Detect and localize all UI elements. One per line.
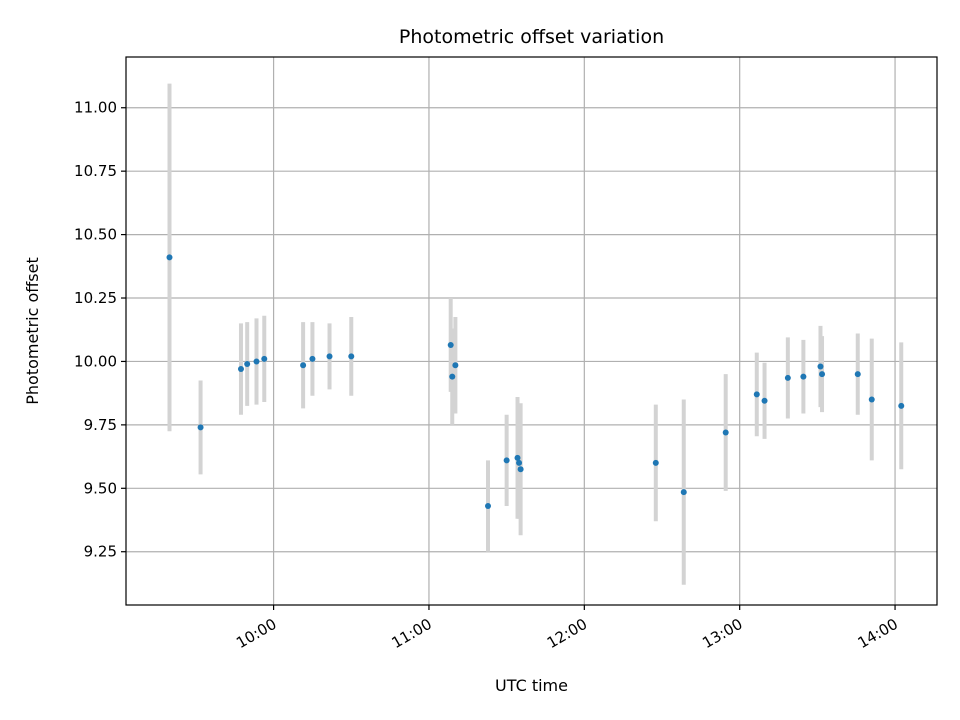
data-point [484, 503, 491, 510]
data-point [326, 353, 333, 360]
data-point [753, 391, 760, 398]
data-point [819, 371, 826, 378]
data-point [652, 459, 659, 466]
y-tick-label: 10.75 [74, 162, 117, 180]
y-tick-label: 9.50 [84, 479, 117, 497]
y-tick-label: 9.75 [84, 416, 117, 434]
data-point [447, 341, 454, 348]
data-point [503, 457, 510, 464]
data-point [800, 373, 807, 380]
data-point [253, 358, 260, 365]
data-point [517, 466, 524, 473]
data-point [761, 397, 768, 404]
data-point [452, 362, 459, 369]
data-point [166, 254, 173, 261]
x-axis-label: UTC time [495, 676, 568, 695]
y-tick-label: 10.50 [74, 226, 117, 244]
data-point [514, 454, 521, 461]
data-points [166, 254, 905, 510]
data-point [309, 355, 316, 362]
y-tick-label: 11.00 [74, 99, 117, 117]
y-tick-label: 10.00 [74, 352, 117, 370]
chart-title: Photometric offset variation [399, 26, 664, 48]
y-axis-label: Photometric offset [23, 257, 42, 405]
data-point [244, 360, 251, 367]
data-point [868, 396, 875, 403]
y-tick-label: 10.25 [74, 289, 117, 307]
data-point [854, 371, 861, 378]
data-point [261, 355, 268, 362]
data-point [817, 363, 824, 370]
data-point [784, 374, 791, 381]
data-point [300, 362, 307, 369]
data-point [449, 373, 456, 380]
y-tick-label: 9.25 [84, 543, 117, 561]
y-axis-ticks: 9.25 9.50 9.75 10.00 10.25 10.50 10.75 11.00 [74, 99, 126, 561]
grid [126, 57, 937, 605]
data-point [722, 429, 729, 436]
data-point [898, 402, 905, 409]
plot-frame [125, 56, 938, 606]
data-point [348, 353, 355, 360]
data-point [680, 489, 687, 496]
data-point [197, 424, 204, 431]
data-point [237, 366, 244, 373]
data-point [516, 459, 523, 466]
